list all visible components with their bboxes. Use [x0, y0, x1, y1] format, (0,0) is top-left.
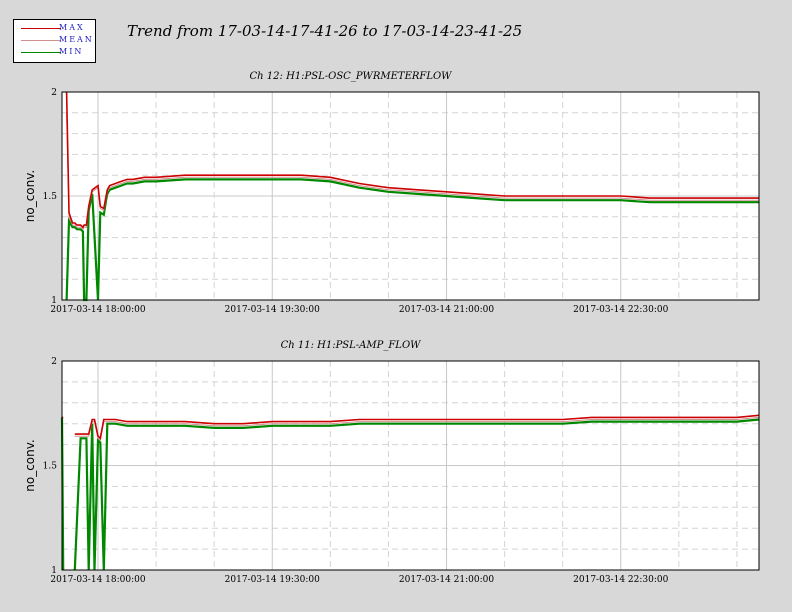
chart-panel-1: Ch 12: H1:PSL-OSC_PWRMETERFLOW 1 1.5 2 2017-… — [23, 71, 760, 315]
y-tick-label: 1 — [51, 296, 57, 306]
x-tick-label: 2017-03-14 21:00:00 — [399, 575, 494, 585]
x-tick-label: 2017-03-14 19:30:00 — [225, 305, 320, 315]
y-tick-label: 1.5 — [43, 192, 58, 202]
x-tick-label: 2017-03-14 18:00:00 — [50, 575, 145, 585]
legend-label: MEAN — [59, 35, 94, 44]
trend-title: Trend from 17-03-14-17-41-26 to 17-03-14… — [127, 22, 523, 40]
legend-entry-min: MIN — [14, 47, 95, 59]
series-line-mean — [66, 112, 759, 231]
y-axis-label: no_conv. — [23, 170, 37, 222]
legend-label: MIN — [59, 47, 84, 56]
x-tick-label: 2017-03-14 18:00:00 — [50, 305, 145, 315]
plot-frame — [61, 360, 760, 571]
panel-title: Ch 11: H1:PSL-AMP_FLOW — [281, 340, 422, 351]
plot-frame — [61, 91, 760, 301]
legend: MAX MEAN MIN — [13, 19, 96, 63]
legend-entry-mean: MEAN — [14, 35, 95, 47]
y-tick-label: 1.5 — [43, 462, 58, 472]
legend-swatch — [21, 40, 61, 41]
y-tick-label: 1 — [51, 566, 57, 576]
legend-swatch — [21, 52, 61, 53]
legend-label: MAX — [59, 23, 85, 32]
y-axis-label: no_conv. — [23, 439, 37, 491]
series-line-max — [65, 91, 759, 229]
legend-entry-max: MAX — [14, 23, 95, 35]
y-tick-label: 2 — [51, 357, 57, 367]
x-tick-label: 2017-03-14 22:30:00 — [573, 575, 668, 585]
panel-title: Ch 12: H1:PSL-OSC_PWRMETERFLOW — [250, 71, 453, 82]
x-tick-label: 2017-03-14 19:30:00 — [225, 575, 320, 585]
legend-swatch — [21, 28, 61, 29]
x-tick-label: 2017-03-14 21:00:00 — [399, 305, 494, 315]
chart-panel-2: Ch 11: H1:PSL-AMP_FLOW 1 1.5 2 2017-03-14 18… — [23, 340, 760, 585]
x-tick-label: 2017-03-14 22:30:00 — [573, 305, 668, 315]
y-tick-label: 2 — [51, 88, 57, 98]
